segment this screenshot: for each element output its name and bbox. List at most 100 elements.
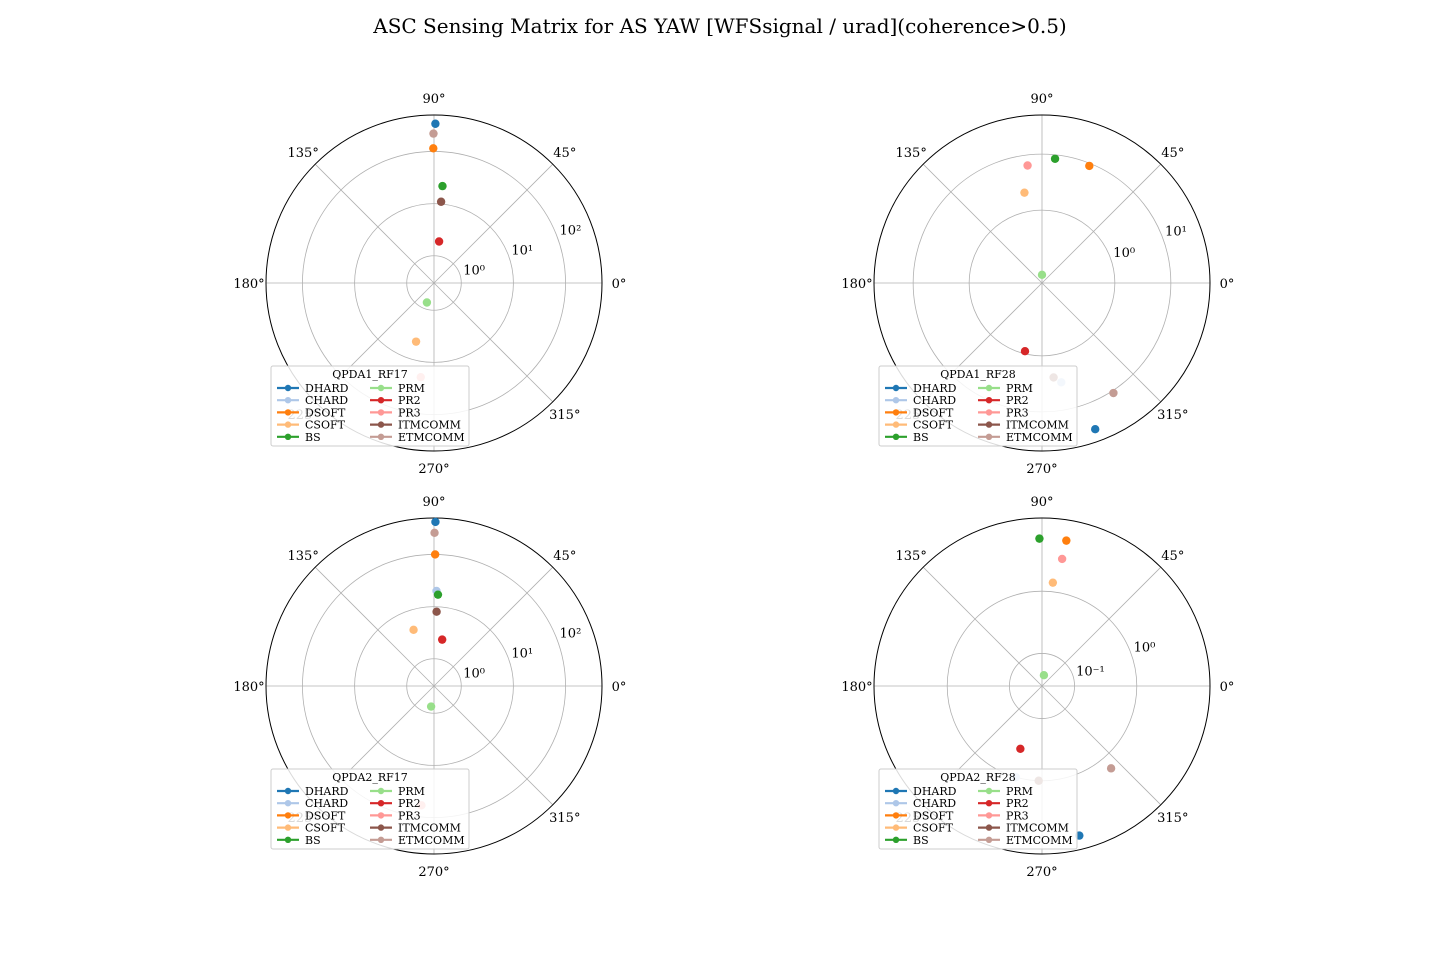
legend-item: DSOFT <box>277 406 346 419</box>
legend-marker <box>284 397 292 404</box>
legend-item: PR3 <box>370 809 421 822</box>
legend-label: ETMCOMM <box>398 431 465 444</box>
legend-box <box>270 768 470 850</box>
angle-tick-label: 0° <box>1220 680 1235 695</box>
legend-item: ITMCOMM <box>370 822 461 835</box>
legend-box <box>878 768 1078 850</box>
angle-tick-label: 45° <box>1161 146 1184 161</box>
legend-marker <box>284 384 292 392</box>
data-point-pr3 <box>1057 554 1067 564</box>
legend-marker <box>377 836 385 843</box>
legend-item: PR2 <box>978 797 1029 810</box>
angle-tick-label: 45° <box>1161 549 1184 564</box>
data-point-dhard <box>1091 424 1100 434</box>
legend-item: CHARD <box>885 797 956 810</box>
legend-item: PR3 <box>978 406 1029 419</box>
legend-title: QPDA2_RF28 <box>940 771 1016 784</box>
legend-label: PRM <box>398 785 425 798</box>
legend-box <box>270 365 470 447</box>
data-point-dsoft <box>1085 161 1094 171</box>
legend-label: CHARD <box>305 797 348 810</box>
legend-label: DSOFT <box>305 406 346 419</box>
legend-item: PR2 <box>370 797 421 810</box>
angular-gridline <box>433 282 554 403</box>
legend-marker <box>985 409 993 416</box>
legend-label: PR3 <box>398 406 421 419</box>
angle-tick-label: 45° <box>553 549 576 564</box>
figure-title: ASC Sensing Matrix for AS YAW [WFSsignal… <box>373 14 1067 38</box>
data-point-pr2 <box>434 237 444 246</box>
legend-marker <box>377 409 385 416</box>
legend-label: CHARD <box>913 394 956 407</box>
legend-marker <box>284 824 292 831</box>
angle-tick-label: 180° <box>233 680 264 695</box>
angle-tick-label: 315° <box>1157 811 1188 826</box>
legend-title: QPDA1_RF28 <box>940 368 1016 381</box>
data-point-itmcomm <box>432 607 441 616</box>
legend-title: QPDA1_RF17 <box>332 368 408 381</box>
data-point-prm <box>1037 270 1047 280</box>
legend-label: PRM <box>1006 785 1033 798</box>
angular-gridline <box>433 685 554 806</box>
legend-label: DSOFT <box>305 809 346 822</box>
legend-title: QPDA2_RF17 <box>332 771 408 784</box>
angular-gridline <box>433 566 554 687</box>
legend-label: BS <box>305 431 321 444</box>
angle-tick-label: 315° <box>549 811 580 826</box>
data-point-prm <box>422 298 432 307</box>
angle-tick-label: 0° <box>612 277 627 292</box>
legend-item: ITMCOMM <box>370 419 461 432</box>
data-point-dhard <box>431 119 440 128</box>
angle-tick-label: 315° <box>1157 408 1188 423</box>
legend-label: CHARD <box>305 394 348 407</box>
polar-spine <box>265 517 603 855</box>
angle-tick-label: 180° <box>841 680 872 695</box>
angle-tick-label: 90° <box>422 92 445 107</box>
legend-item: BS <box>885 431 929 444</box>
legend-item: DSOFT <box>885 406 954 419</box>
legend-box <box>878 365 1078 447</box>
legend-marker <box>377 787 385 795</box>
angular-gridline <box>433 163 554 284</box>
legend-marker <box>377 800 385 807</box>
legend-label: DHARD <box>305 382 349 395</box>
legend-item: PRM <box>370 785 425 798</box>
data-point-csoft <box>411 337 421 346</box>
legend-label: DSOFT <box>913 809 954 822</box>
angular-gridline <box>1041 163 1162 284</box>
legend-label: CSOFT <box>913 419 954 432</box>
angle-tick-label: 135° <box>288 146 319 161</box>
legend-marker <box>892 787 900 795</box>
legend-marker <box>985 787 993 795</box>
legend-item: DSOFT <box>277 809 346 822</box>
legend-label: PR3 <box>1006 809 1029 822</box>
legend-item: ETMCOMM <box>978 431 1073 444</box>
legend-label: CHARD <box>913 797 956 810</box>
legend-marker <box>892 384 900 392</box>
legend-label: BS <box>913 431 929 444</box>
angular-gridline <box>922 163 1043 284</box>
legend-item: CHARD <box>277 797 348 810</box>
data-point-dsoft <box>1062 536 1071 545</box>
data-point-etmcomm <box>429 129 438 138</box>
legend-item: BS <box>277 431 321 444</box>
data-point-csoft <box>1020 188 1029 197</box>
legend-marker <box>892 433 900 440</box>
legend-label: DSOFT <box>913 406 954 419</box>
legend-label: PR3 <box>1006 406 1029 419</box>
legend-item: ETMCOMM <box>978 834 1073 847</box>
legend-item: CSOFT <box>277 822 346 835</box>
angular-gridline <box>314 566 435 687</box>
legend-label: PRM <box>1006 382 1033 395</box>
legend-label: DHARD <box>913 382 957 395</box>
legend-marker <box>377 824 385 831</box>
legend-marker <box>377 433 385 440</box>
radial-tick-label: 10² <box>560 224 582 239</box>
legend-item: ITMCOMM <box>978 419 1069 432</box>
legend-marker <box>985 384 993 392</box>
data-point-bs <box>433 590 443 599</box>
legend-item: CSOFT <box>277 419 346 432</box>
angle-tick-label: 90° <box>1030 92 1053 107</box>
angular-gridline <box>1041 566 1162 687</box>
legend-item: BS <box>885 834 929 847</box>
